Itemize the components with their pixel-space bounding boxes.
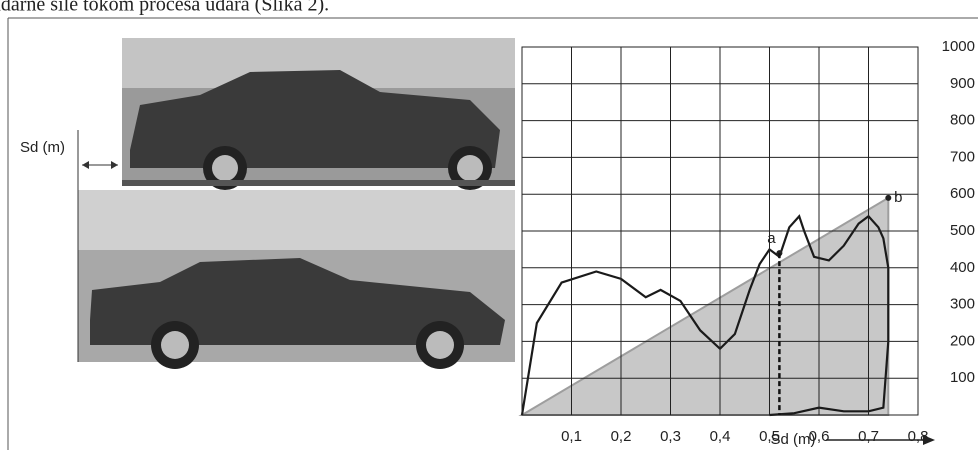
- y-tick-label: 500: [950, 222, 975, 239]
- y-tick-label: 200: [950, 332, 975, 349]
- x-tick-label: 0,5: [759, 428, 780, 445]
- x-tick-label: 0,1: [561, 428, 582, 445]
- photo-crash: [122, 38, 515, 190]
- area: [518, 196, 890, 416]
- annotation: b: [894, 189, 902, 206]
- y-tick-label: 800: [950, 112, 975, 129]
- y-tick-label: 100: [950, 369, 975, 386]
- y-tick-label: 900: [950, 75, 975, 92]
- x-tick-label: 0,2: [611, 428, 632, 445]
- plot: 0,1 0,2 0,3 0,4 0,5 0,6 0,7 0,81002003004005006…: [518, 38, 975, 448]
- x-axis-label: Sd (m): [771, 431, 816, 448]
- y-tick-label: 700: [950, 148, 975, 165]
- x-tick-label: 0,7: [858, 428, 879, 445]
- annotation: a: [767, 230, 776, 247]
- y-tick-label: 400: [950, 259, 975, 276]
- photo-static: [78, 190, 515, 369]
- y-tick-label: 1000: [942, 38, 975, 55]
- y-tick-label: 300: [950, 296, 975, 313]
- caption: adarne sile tokom procesa udara (Slika 2…: [0, 0, 329, 16]
- line: [520, 214, 890, 417]
- x-tick-label: 0,3: [660, 428, 681, 445]
- y-tick-label: 600: [950, 185, 975, 202]
- left-label: Sd (m): [20, 139, 65, 156]
- x-tick-label: 0,4: [710, 428, 731, 445]
- plot-frame: [521, 46, 919, 416]
- axis-arrow-head: [923, 435, 935, 445]
- x-tick-label: 0,6: [809, 428, 830, 445]
- point: [885, 194, 892, 201]
